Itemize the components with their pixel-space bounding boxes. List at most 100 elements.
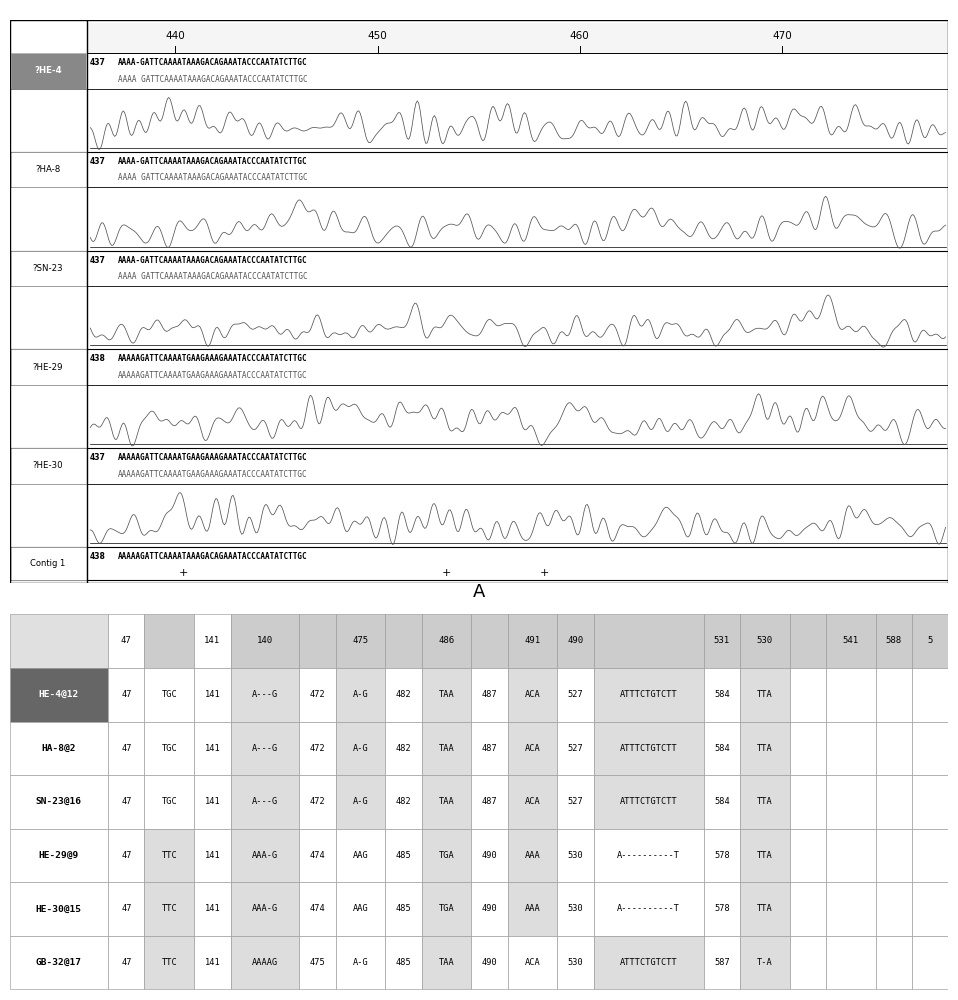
Bar — [335, 882, 385, 936]
Text: 437: 437 — [89, 58, 105, 67]
Bar — [594, 668, 704, 722]
Text: 530: 530 — [568, 851, 583, 860]
Bar — [740, 722, 789, 775]
Bar — [194, 829, 231, 882]
Bar — [10, 775, 108, 829]
Bar — [231, 882, 299, 936]
Bar — [789, 882, 826, 936]
Text: 475: 475 — [309, 958, 326, 967]
Bar — [299, 668, 335, 722]
Bar — [108, 614, 145, 668]
Text: AAAAAGATTCAAAATGAAGAAAGAAATACCCAATATCTTGC: AAAAAGATTCAAAATGAAGAAAGAAATACCCAATATCTTG… — [118, 470, 308, 479]
Bar — [912, 936, 948, 989]
Text: TTA: TTA — [757, 904, 773, 913]
Text: +: + — [540, 568, 549, 578]
Text: 47: 47 — [121, 851, 131, 860]
Text: AAAAAGATTCAAAATGAAGAAAGAAATACCCAATATCTTGC: AAAAAGATTCAAAATGAAGAAAGAAATACCCAATATCTTG… — [118, 371, 308, 380]
Text: 472: 472 — [309, 797, 326, 806]
Text: 487: 487 — [482, 744, 497, 753]
Text: 487: 487 — [482, 690, 497, 699]
Text: TGC: TGC — [162, 744, 177, 753]
Bar — [912, 668, 948, 722]
Bar — [11, 53, 85, 89]
Text: 475: 475 — [353, 636, 369, 645]
Text: TAA: TAA — [439, 797, 454, 806]
Bar — [740, 829, 789, 882]
Bar — [912, 775, 948, 829]
Bar — [231, 614, 299, 668]
Bar — [335, 775, 385, 829]
Text: 47: 47 — [121, 636, 131, 645]
Text: 438: 438 — [89, 354, 105, 363]
Text: 578: 578 — [714, 851, 730, 860]
Text: 437: 437 — [89, 157, 105, 166]
Text: SN-23@16: SN-23@16 — [35, 797, 81, 806]
Text: TTA: TTA — [757, 744, 773, 753]
Text: A-G: A-G — [353, 958, 369, 967]
Text: AAG: AAG — [353, 904, 369, 913]
Bar — [876, 614, 912, 668]
Text: 584: 584 — [714, 690, 730, 699]
Bar — [299, 614, 335, 668]
Text: 490: 490 — [567, 636, 583, 645]
Text: 141: 141 — [204, 958, 220, 967]
Text: 47: 47 — [121, 744, 131, 753]
Text: A-G: A-G — [353, 744, 369, 753]
Text: 47: 47 — [121, 797, 131, 806]
Bar — [704, 936, 740, 989]
Bar — [10, 882, 108, 936]
Bar — [740, 668, 789, 722]
Bar — [385, 722, 422, 775]
Bar — [594, 614, 704, 668]
Text: 472: 472 — [309, 690, 326, 699]
Text: AAAA-GATTCAAAATAAAGACAGAAATACCCAATATCTTGC: AAAA-GATTCAAAATAAAGACAGAAATACCCAATATCTTG… — [118, 256, 308, 265]
Text: AAA: AAA — [525, 904, 540, 913]
Text: TTC: TTC — [162, 851, 177, 860]
Text: AAA: AAA — [525, 851, 540, 860]
Bar — [471, 722, 508, 775]
Text: 482: 482 — [396, 690, 411, 699]
Text: 472: 472 — [309, 744, 326, 753]
Bar — [422, 936, 471, 989]
Bar — [385, 882, 422, 936]
Text: A-G: A-G — [353, 690, 369, 699]
Text: 588: 588 — [886, 636, 902, 645]
Bar — [876, 936, 912, 989]
Text: GB-32@17: GB-32@17 — [35, 958, 81, 967]
Bar — [335, 614, 385, 668]
Text: +: + — [178, 568, 188, 578]
Text: AAAA-GATTCAAAATAAAGACAGAAATACCCAATATCTTGC: AAAA-GATTCAAAATAAAGACAGAAATACCCAATATCTTG… — [118, 58, 308, 67]
Text: ACA: ACA — [525, 797, 540, 806]
Bar — [789, 668, 826, 722]
Bar — [594, 722, 704, 775]
Text: 141: 141 — [204, 636, 220, 645]
Text: 487: 487 — [482, 797, 497, 806]
Bar — [704, 829, 740, 882]
Text: ?HA-8: ?HA-8 — [35, 165, 60, 174]
Bar — [335, 936, 385, 989]
Text: 440: 440 — [166, 31, 185, 41]
Bar — [299, 882, 335, 936]
Text: 141: 141 — [204, 690, 220, 699]
Bar — [826, 775, 876, 829]
Bar — [508, 882, 558, 936]
Text: ACA: ACA — [525, 690, 540, 699]
Text: 474: 474 — [309, 851, 326, 860]
Text: ?HE-4: ?HE-4 — [34, 66, 62, 75]
Text: 541: 541 — [843, 636, 859, 645]
Text: 527: 527 — [568, 744, 583, 753]
Bar — [876, 775, 912, 829]
Text: TTA: TTA — [757, 851, 773, 860]
Text: 437: 437 — [89, 256, 105, 265]
Text: 141: 141 — [204, 744, 220, 753]
Bar — [912, 829, 948, 882]
Text: 485: 485 — [396, 904, 411, 913]
Text: 482: 482 — [396, 797, 411, 806]
Bar — [335, 722, 385, 775]
Bar — [508, 668, 558, 722]
Bar — [471, 668, 508, 722]
Bar — [11, 448, 85, 484]
Text: 578: 578 — [714, 904, 730, 913]
Bar — [11, 251, 85, 286]
Bar — [508, 775, 558, 829]
